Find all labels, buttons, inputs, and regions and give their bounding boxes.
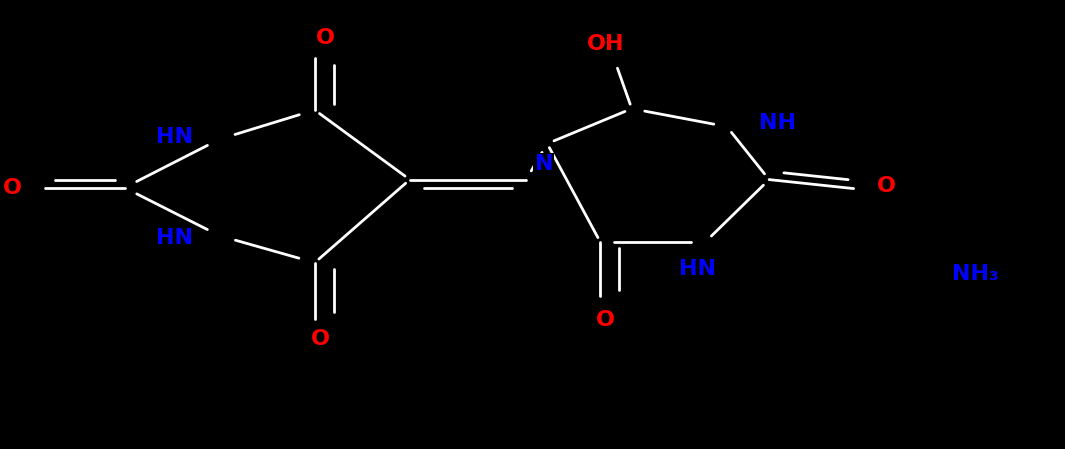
Text: O: O — [316, 28, 334, 48]
Text: O: O — [876, 176, 896, 196]
Text: O: O — [595, 310, 615, 330]
Text: NH₃: NH₃ — [952, 264, 999, 284]
Text: O: O — [311, 329, 329, 349]
Text: N: N — [535, 154, 553, 174]
Text: O: O — [3, 178, 22, 198]
Text: HN: HN — [157, 127, 193, 147]
Text: HN: HN — [157, 228, 193, 248]
Text: NH: NH — [758, 113, 796, 133]
Text: HN: HN — [678, 259, 716, 279]
Text: OH: OH — [587, 34, 624, 54]
